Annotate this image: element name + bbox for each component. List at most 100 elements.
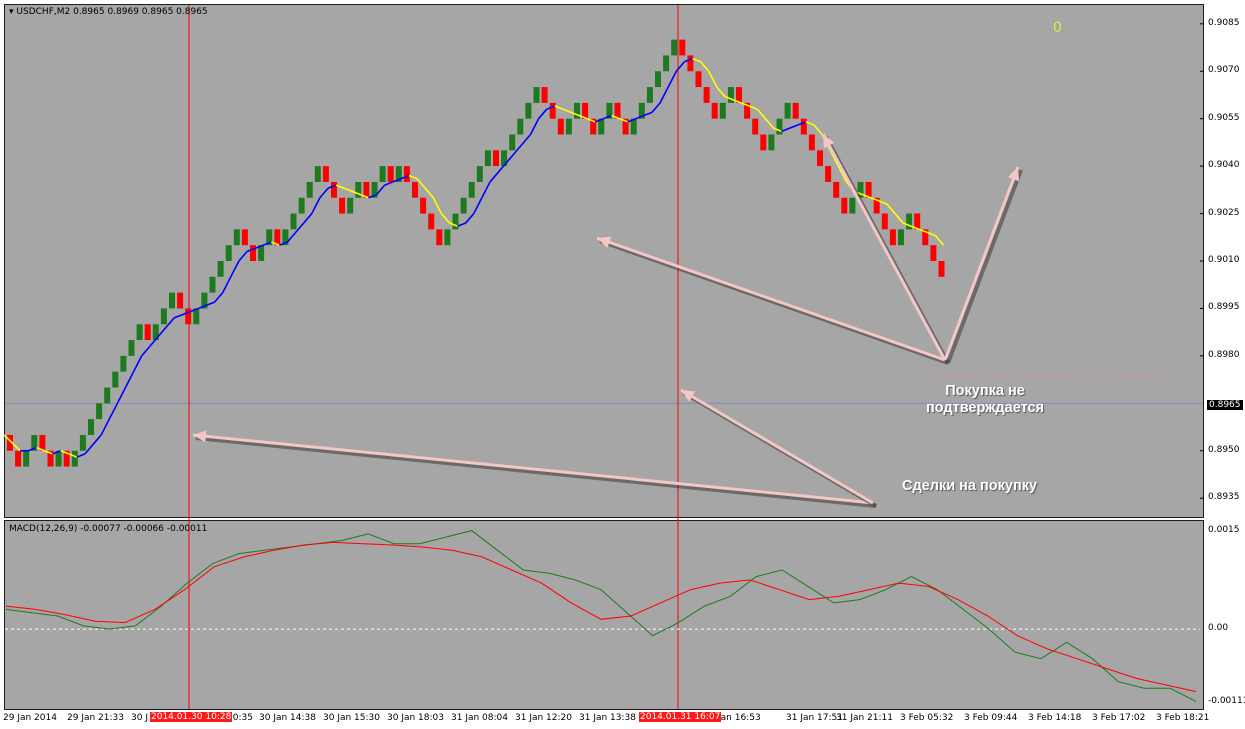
renko-brick-down [185,308,192,325]
arrow-buy-not-confirmed-3-head [1007,167,1020,182]
y-tick-label: 0.8980 [1208,349,1240,360]
x-tick-label: 3 Feb 05:32 [900,713,954,723]
moving-average-segment [781,127,790,133]
renko-brick-up [484,150,491,167]
moving-average-segment [416,178,426,189]
renko-brick-down [582,102,589,119]
moving-average-segment [68,453,78,458]
x-tick-label: 3 Feb 14:18 [1028,713,1082,723]
moving-average-segment [76,453,86,458]
renko-brick-up [768,134,775,151]
x-tick-label: 29 Jan 21:33 [67,713,124,723]
macd-line [5,530,1197,702]
moving-average-segment [375,184,386,196]
moving-average-segment [238,250,248,262]
watermark: Портал для трейдеров – ForTrader.ru [930,367,1171,383]
moving-average-segment [230,260,240,278]
moving-average-segment [870,197,880,202]
renko-brick-down [703,87,710,103]
moving-average-segment [692,57,701,63]
renko-brick-down [590,118,597,135]
renko-brick-up [719,102,726,119]
y-tick-label: 0.9070 [1208,65,1240,76]
moving-average-segment [732,98,742,104]
renko-brick-down [63,450,70,467]
y-tick-label: 0.9085 [1208,17,1240,28]
renko-brick-down [144,324,151,341]
y-tick-label: 0.8950 [1208,444,1240,455]
moving-average-segment [352,190,361,196]
x-tick-label: 31 Jan 08:04 [451,713,508,723]
renko-brick-up [290,213,297,230]
moving-average-segment [206,301,215,307]
moving-average-segment [465,213,475,224]
x-tick-label: 30 Jan 18:03 [387,713,444,723]
x-tick-label: 3 Feb 17:02 [1092,713,1146,723]
renko-brick-down [695,71,702,88]
renko-brick-up [444,229,451,246]
renko-brick-up [476,166,483,182]
renko-brick-down [549,102,556,119]
renko-brick-down [792,102,799,119]
renko-brick-down [873,197,880,214]
renko-brick-down [39,434,46,451]
moving-average-segment [562,108,572,114]
moving-average-segment [279,241,288,246]
moving-average-segment [368,193,377,199]
renko-brick-up [646,87,653,103]
macd-pane[interactable] [4,520,1204,710]
renko-brick-down [841,197,848,214]
x-tick-label: 31 Jan 21:11 [836,713,893,723]
signal-line [5,541,1197,693]
moving-average-segment [837,165,848,183]
renko-brick-down [15,450,22,467]
moving-average-segment [716,86,726,98]
moving-average-segment [651,102,661,113]
moving-average-segment [198,304,207,310]
moving-average-segment [132,355,143,373]
arrow-buy-trades-1-head [193,430,207,443]
renko-brick-down [428,213,435,230]
renko-brick-up [282,229,289,246]
renko-brick-down [274,229,281,246]
chart-title: USDCHF,M2 [16,7,71,17]
moving-average-segment [11,442,21,452]
renko-brick-down [817,150,823,167]
moving-average-segment [392,178,402,183]
dropdown-arrow-icon[interactable]: ▾ [9,7,14,17]
renko-brick-up [509,134,516,151]
annotation-buy-not-confirmed: Покупка не подтверждается [925,383,1045,416]
renko-brick-up [452,213,459,230]
renko-brick-up [906,213,913,230]
x-tick-label: 30 Jan 15:30 [323,713,380,723]
moving-average-segment [28,446,37,452]
renko-brick-up [258,245,265,261]
renko-brick-up [96,403,103,420]
x-tick-label: 31 Jan 17:51 [786,713,843,723]
arrow-buy-not-confirmed-3-shadow [946,169,1023,364]
arrow-buy-not-confirmed-2-head [823,134,835,149]
renko-brick-down [825,166,832,182]
moving-average-segment [221,276,232,293]
moving-average-segment [805,121,815,126]
renko-brick-up [379,166,386,182]
arrow-buy-not-confirmed-3 [943,166,1020,361]
renko-brick-down [420,197,427,214]
x-tick-label: 31 Jan 12:20 [515,713,572,723]
moving-average-segment [36,446,45,452]
moving-average-segment [213,292,224,303]
renko-brick-down [938,261,945,277]
renko-brick-up [306,181,313,198]
moving-average-segment [124,371,135,388]
renko-brick-up [727,87,734,103]
moving-average-segment [667,70,678,88]
moving-average-segment [44,450,53,455]
moving-average-segment [92,434,102,445]
renko-brick-up [533,87,540,103]
renko-brick-up [776,118,783,135]
renko-brick-up [136,324,143,341]
x-tick-label: 31 Jan 13:38 [579,713,636,723]
moving-average-segment [360,193,369,199]
moving-average-segment [457,222,466,227]
moving-average-segment [335,184,345,190]
